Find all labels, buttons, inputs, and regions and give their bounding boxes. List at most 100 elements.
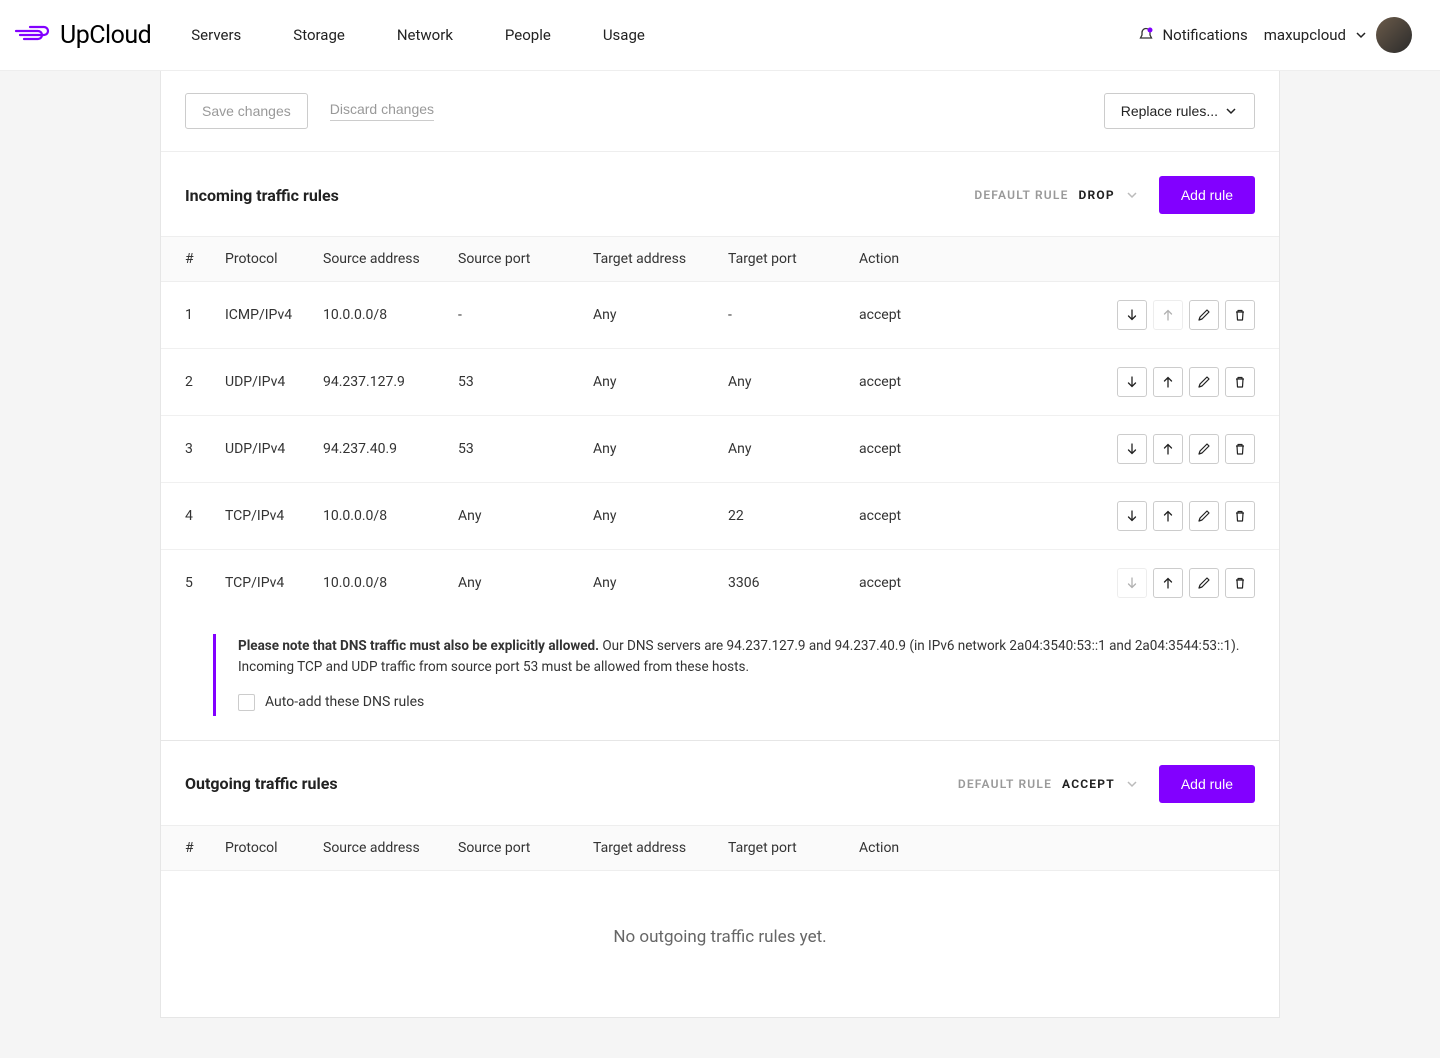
outgoing-add-rule-button[interactable]: Add rule <box>1159 765 1255 803</box>
cell-num: 5 <box>185 575 225 591</box>
dns-note: Please note that DNS traffic must also b… <box>213 634 1255 716</box>
chevron-down-icon <box>1125 188 1139 202</box>
delete-rule-button[interactable] <box>1225 501 1255 531</box>
move-down-button[interactable] <box>1117 367 1147 397</box>
replace-rules-label: Replace rules... <box>1121 103 1218 119</box>
col-action: Action <box>859 251 1003 267</box>
cell-tgt-addr: Any <box>593 508 728 524</box>
cell-num: 4 <box>185 508 225 524</box>
move-down-button[interactable] <box>1117 300 1147 330</box>
col-src-port: Source port <box>458 251 593 267</box>
table-row: 2UDP/IPv494.237.127.953AnyAnyaccept <box>161 349 1279 416</box>
cell-action: accept <box>859 374 1003 390</box>
cell-tgt-port: 22 <box>728 508 859 524</box>
cell-src-port: 53 <box>458 441 593 457</box>
username: maxupcloud <box>1264 26 1346 44</box>
notifications-button[interactable]: Notifications <box>1138 26 1247 44</box>
move-up-button[interactable] <box>1153 568 1183 598</box>
nav-storage[interactable]: Storage <box>293 26 345 44</box>
default-rule-label: DEFAULT RULE <box>974 188 1068 202</box>
cell-src-port: 53 <box>458 374 593 390</box>
outgoing-empty-state: No outgoing traffic rules yet. <box>161 871 1279 1017</box>
outgoing-table: # Protocol Source address Source port Ta… <box>161 825 1279 871</box>
delete-rule-button[interactable] <box>1225 367 1255 397</box>
incoming-default-rule-select[interactable]: DEFAULT RULE DROP <box>974 188 1139 202</box>
avatar <box>1376 17 1412 53</box>
cell-action: accept <box>859 441 1003 457</box>
delete-rule-button[interactable] <box>1225 300 1255 330</box>
cell-tgt-addr: Any <box>593 307 728 323</box>
cell-num: 2 <box>185 374 225 390</box>
bell-icon <box>1138 27 1154 43</box>
col-src-addr: Source address <box>323 251 458 267</box>
move-up-button[interactable] <box>1153 367 1183 397</box>
cell-protocol: UDP/IPv4 <box>225 374 323 390</box>
edit-rule-button[interactable] <box>1189 434 1219 464</box>
nav-network[interactable]: Network <box>397 26 453 44</box>
discard-changes-button[interactable]: Discard changes <box>330 101 434 121</box>
notifications-label: Notifications <box>1162 26 1247 44</box>
col-tgt-addr: Target address <box>593 251 728 267</box>
cell-action: accept <box>859 307 1003 323</box>
chevron-down-icon <box>1224 104 1238 118</box>
dns-note-bold: Please note that DNS traffic must also b… <box>238 638 599 654</box>
default-rule-value: ACCEPT <box>1062 777 1115 791</box>
chevron-down-icon <box>1354 28 1368 42</box>
col-src-addr: Source address <box>323 840 458 856</box>
cell-protocol: ICMP/IPv4 <box>225 307 323 323</box>
col-protocol: Protocol <box>225 251 323 267</box>
cell-src-addr: 94.237.40.9 <box>323 441 458 457</box>
nav-servers[interactable]: Servers <box>191 26 241 44</box>
cell-tgt-port: - <box>728 307 859 323</box>
move-up-button[interactable] <box>1153 501 1183 531</box>
move-down-button[interactable] <box>1117 501 1147 531</box>
cell-tgt-addr: Any <box>593 441 728 457</box>
incoming-table-header: # Protocol Source address Source port Ta… <box>161 236 1279 282</box>
edit-rule-button[interactable] <box>1189 300 1219 330</box>
move-down-button[interactable] <box>1117 434 1147 464</box>
cell-src-port: - <box>458 307 593 323</box>
edit-rule-button[interactable] <box>1189 501 1219 531</box>
logo-icon <box>14 25 54 45</box>
incoming-add-rule-button[interactable]: Add rule <box>1159 176 1255 214</box>
cell-protocol: UDP/IPv4 <box>225 441 323 457</box>
cell-num: 3 <box>185 441 225 457</box>
col-tgt-port: Target port <box>728 251 859 267</box>
topbar: UpCloud Servers Storage Network People U… <box>0 0 1440 71</box>
replace-rules-dropdown[interactable]: Replace rules... <box>1104 93 1255 129</box>
edit-rule-button[interactable] <box>1189 367 1219 397</box>
col-num: # <box>185 251 225 267</box>
col-protocol: Protocol <box>225 840 323 856</box>
cell-protocol: TCP/IPv4 <box>225 508 323 524</box>
delete-rule-button[interactable] <box>1225 434 1255 464</box>
cell-num: 1 <box>185 307 225 323</box>
outgoing-default-rule-select[interactable]: DEFAULT RULE ACCEPT <box>958 777 1139 791</box>
cell-action: accept <box>859 508 1003 524</box>
default-rule-value: DROP <box>1079 188 1115 202</box>
outgoing-panel: Outgoing traffic rules DEFAULT RULE ACCE… <box>160 741 1280 1018</box>
outgoing-section-header: Outgoing traffic rules DEFAULT RULE ACCE… <box>161 741 1279 825</box>
outgoing-title: Outgoing traffic rules <box>185 774 338 793</box>
brand-logo[interactable]: UpCloud <box>14 21 151 50</box>
col-action: Action <box>859 840 1003 856</box>
col-tgt-port: Target port <box>728 840 859 856</box>
move-down-button <box>1117 568 1147 598</box>
cell-tgt-addr: Any <box>593 575 728 591</box>
delete-rule-button[interactable] <box>1225 568 1255 598</box>
cell-src-port: Any <box>458 508 593 524</box>
cell-tgt-port: 3306 <box>728 575 859 591</box>
nav-usage[interactable]: Usage <box>603 26 645 44</box>
cell-action: accept <box>859 575 1003 591</box>
auto-add-dns-checkbox[interactable] <box>238 694 255 711</box>
table-row: 3UDP/IPv494.237.40.953AnyAnyaccept <box>161 416 1279 483</box>
edit-rule-button[interactable] <box>1189 568 1219 598</box>
col-tgt-addr: Target address <box>593 840 728 856</box>
user-menu[interactable]: maxupcloud <box>1264 17 1412 53</box>
save-changes-button[interactable]: Save changes <box>185 93 308 129</box>
brand-name: UpCloud <box>60 21 151 50</box>
auto-add-dns-label: Auto-add these DNS rules <box>265 692 424 714</box>
outgoing-table-header: # Protocol Source address Source port Ta… <box>161 825 1279 871</box>
move-up-button[interactable] <box>1153 434 1183 464</box>
cell-src-addr: 10.0.0.0/8 <box>323 575 458 591</box>
nav-people[interactable]: People <box>505 26 551 44</box>
